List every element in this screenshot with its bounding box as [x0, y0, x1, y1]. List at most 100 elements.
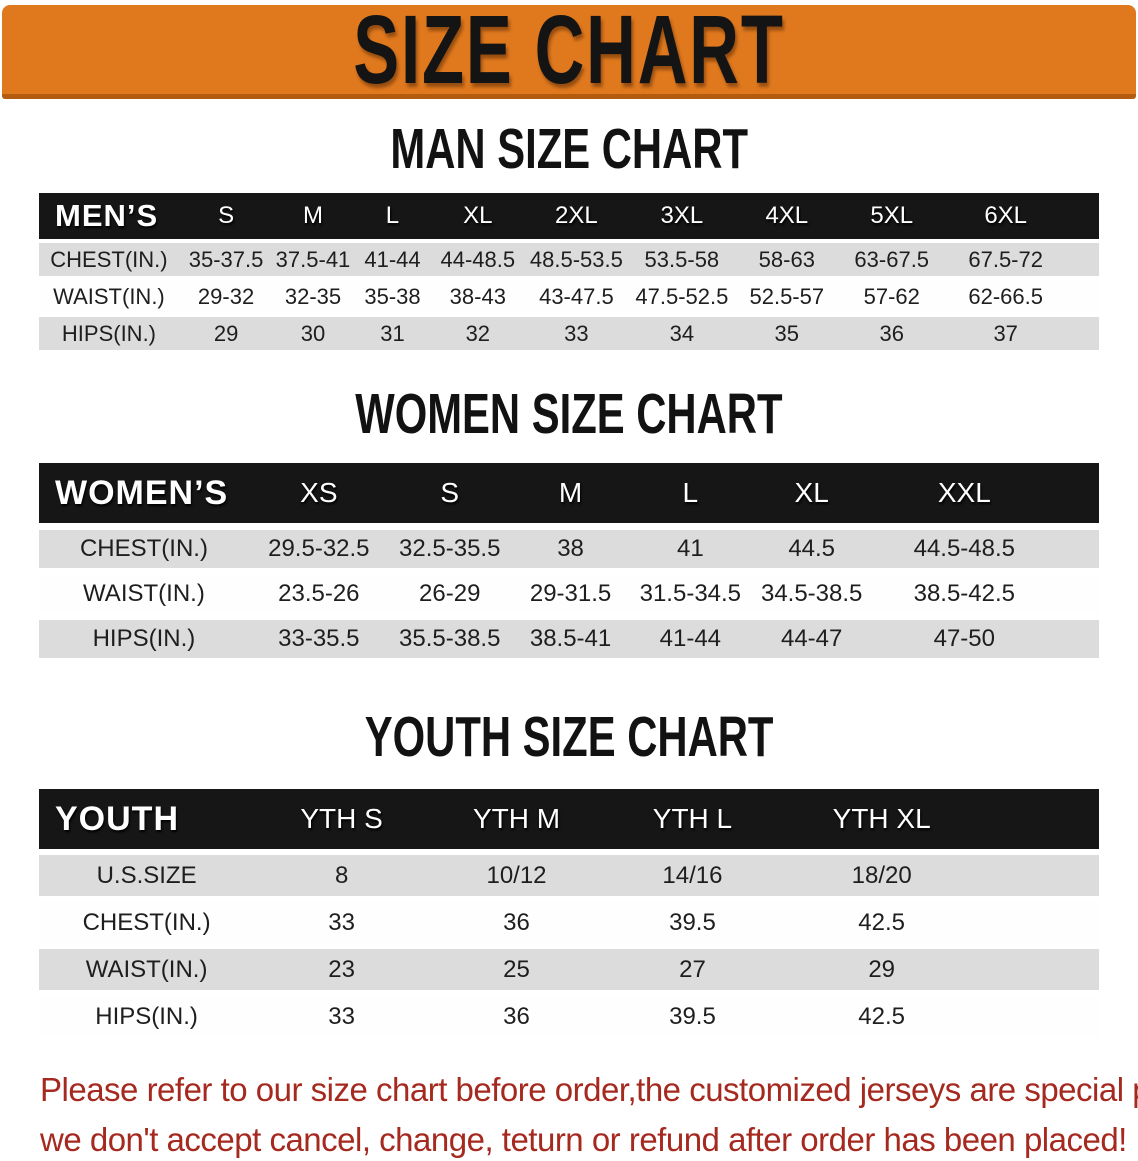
youth-table-label: YOUTH	[39, 789, 255, 849]
size-value: 38.5-42.5	[873, 575, 1056, 613]
women-size-col: L	[630, 463, 751, 523]
youth-size-col: YTH M	[429, 789, 604, 849]
size-value: 33-35.5	[248, 620, 389, 658]
size-value: 35	[734, 317, 840, 350]
women-size-col: XXL	[873, 463, 1056, 523]
spacer-cell	[982, 949, 1099, 990]
size-value: 33	[254, 902, 430, 943]
youth-section: YOUTH SIZE CHART YOUTH YTH S YTH M YTH L…	[0, 706, 1138, 1043]
youth-size-col: YTH S	[254, 789, 430, 849]
size-value: 48.5-53.5	[523, 243, 630, 276]
women-size-table: WOMEN’S XS S M L XL XXL CHEST(IN.) 29.5-…	[39, 456, 1099, 665]
men-size-col: 6XL	[944, 193, 1068, 239]
size-value: 32-35	[273, 280, 353, 313]
size-value: 34.5-38.5	[750, 575, 874, 613]
size-value: 32.5-35.5	[388, 530, 511, 568]
size-value: 41-44	[630, 620, 751, 658]
size-value: 31	[352, 317, 433, 350]
size-value: 39.5	[603, 902, 781, 943]
men-size-col: L	[352, 193, 433, 239]
women-chest-row: CHEST(IN.) 29.5-32.5 32.5-35.5 38 41 44.…	[39, 530, 1099, 568]
men-size-col: S	[178, 193, 274, 239]
size-value: 18/20	[780, 855, 983, 896]
women-heading-text: WOMEN SIZE CHART	[355, 383, 783, 446]
size-value: 63-67.5	[839, 243, 945, 276]
women-header-row: WOMEN’S XS S M L XL XXL	[39, 463, 1099, 523]
women-table-label: WOMEN’S	[39, 463, 249, 523]
women-heading: WOMEN SIZE CHART	[0, 383, 1138, 446]
spacer-cell	[1067, 317, 1099, 350]
size-value: 25	[429, 949, 604, 990]
size-value: 42.5	[780, 902, 983, 943]
row-label: HIPS(IN.)	[39, 317, 179, 350]
size-value: 41-44	[352, 243, 433, 276]
row-label: HIPS(IN.)	[39, 996, 255, 1037]
size-value: 34	[629, 317, 735, 350]
disclaimer-note: Please refer to our size chart before or…	[40, 1069, 1138, 1161]
men-size-col: XL	[432, 193, 524, 239]
youth-size-col: YTH L	[603, 789, 781, 849]
men-size-col: 5XL	[839, 193, 945, 239]
men-size-col: 3XL	[629, 193, 735, 239]
row-label: U.S.SIZE	[39, 855, 255, 896]
men-size-table: MEN’S S M L XL 2XL 3XL 4XL 5XL 6XL CHEST…	[39, 189, 1099, 354]
spacer-cell	[1067, 193, 1099, 239]
spacer-cell	[1055, 530, 1099, 568]
size-value: 23	[254, 949, 430, 990]
size-value: 33	[523, 317, 630, 350]
size-value: 35-37.5	[178, 243, 274, 276]
spacer-cell	[982, 855, 1099, 896]
banner-title: SIZE CHART	[353, 0, 785, 105]
size-value: 36	[429, 996, 604, 1037]
size-value: 42.5	[780, 996, 983, 1037]
row-label: CHEST(IN.)	[39, 902, 255, 943]
size-value: 39.5	[603, 996, 781, 1037]
men-size-col: M	[273, 193, 353, 239]
size-value: 41	[630, 530, 751, 568]
size-value: 29	[780, 949, 983, 990]
size-value: 8	[254, 855, 430, 896]
spacer-cell	[1055, 620, 1099, 658]
men-chest-row: CHEST(IN.) 35-37.5 37.5-41 41-44 44-48.5…	[39, 243, 1099, 276]
size-value: 36	[839, 317, 945, 350]
men-waist-row: WAIST(IN.) 29-32 32-35 35-38 38-43 43-47…	[39, 280, 1099, 313]
men-header-row: MEN’S S M L XL 2XL 3XL 4XL 5XL 6XL	[39, 193, 1099, 239]
women-size-col: S	[388, 463, 511, 523]
size-value: 38-43	[432, 280, 524, 313]
size-value: 57-62	[839, 280, 945, 313]
spacer-cell	[982, 902, 1099, 943]
youth-size-col: YTH XL	[780, 789, 983, 849]
row-label: WAIST(IN.)	[39, 575, 249, 613]
men-hips-row: HIPS(IN.) 29 30 31 32 33 34 35 36 37	[39, 317, 1099, 350]
size-value: 36	[429, 902, 604, 943]
men-section: MAN SIZE CHART MEN’S S M L XL 2XL 3XL 4X…	[0, 118, 1138, 354]
women-size-col: XS	[248, 463, 389, 523]
size-value: 10/12	[429, 855, 604, 896]
size-value: 44.5	[750, 530, 874, 568]
women-size-col: XL	[750, 463, 874, 523]
size-value: 67.5-72	[944, 243, 1068, 276]
women-hips-row: HIPS(IN.) 33-35.5 35.5-38.5 38.5-41 41-4…	[39, 620, 1099, 658]
size-value: 38	[510, 530, 631, 568]
row-label: CHEST(IN.)	[39, 530, 249, 568]
size-value: 35.5-38.5	[388, 620, 511, 658]
row-label: WAIST(IN.)	[39, 280, 179, 313]
men-table-label: MEN’S	[39, 193, 179, 239]
row-label: CHEST(IN.)	[39, 243, 179, 276]
youth-chest-row: CHEST(IN.) 33 36 39.5 42.5	[39, 902, 1099, 943]
youth-header-row: YOUTH YTH S YTH M YTH L YTH XL	[39, 789, 1099, 849]
size-value: 44-47	[750, 620, 874, 658]
spacer-cell	[1055, 463, 1099, 523]
note-line-2: we don't accept cancel, change, teturn o…	[40, 1121, 1127, 1159]
spacer-cell	[982, 789, 1099, 849]
size-value: 27	[603, 949, 781, 990]
size-value: 62-66.5	[944, 280, 1068, 313]
size-value: 29-31.5	[510, 575, 631, 613]
size-value: 47.5-52.5	[629, 280, 735, 313]
youth-hips-row: HIPS(IN.) 33 36 39.5 42.5	[39, 996, 1099, 1037]
note-line-1: Please refer to our size chart before or…	[40, 1071, 1138, 1108]
men-size-col: 4XL	[734, 193, 840, 239]
size-value: 31.5-34.5	[630, 575, 751, 613]
men-heading: MAN SIZE CHART	[0, 118, 1138, 181]
